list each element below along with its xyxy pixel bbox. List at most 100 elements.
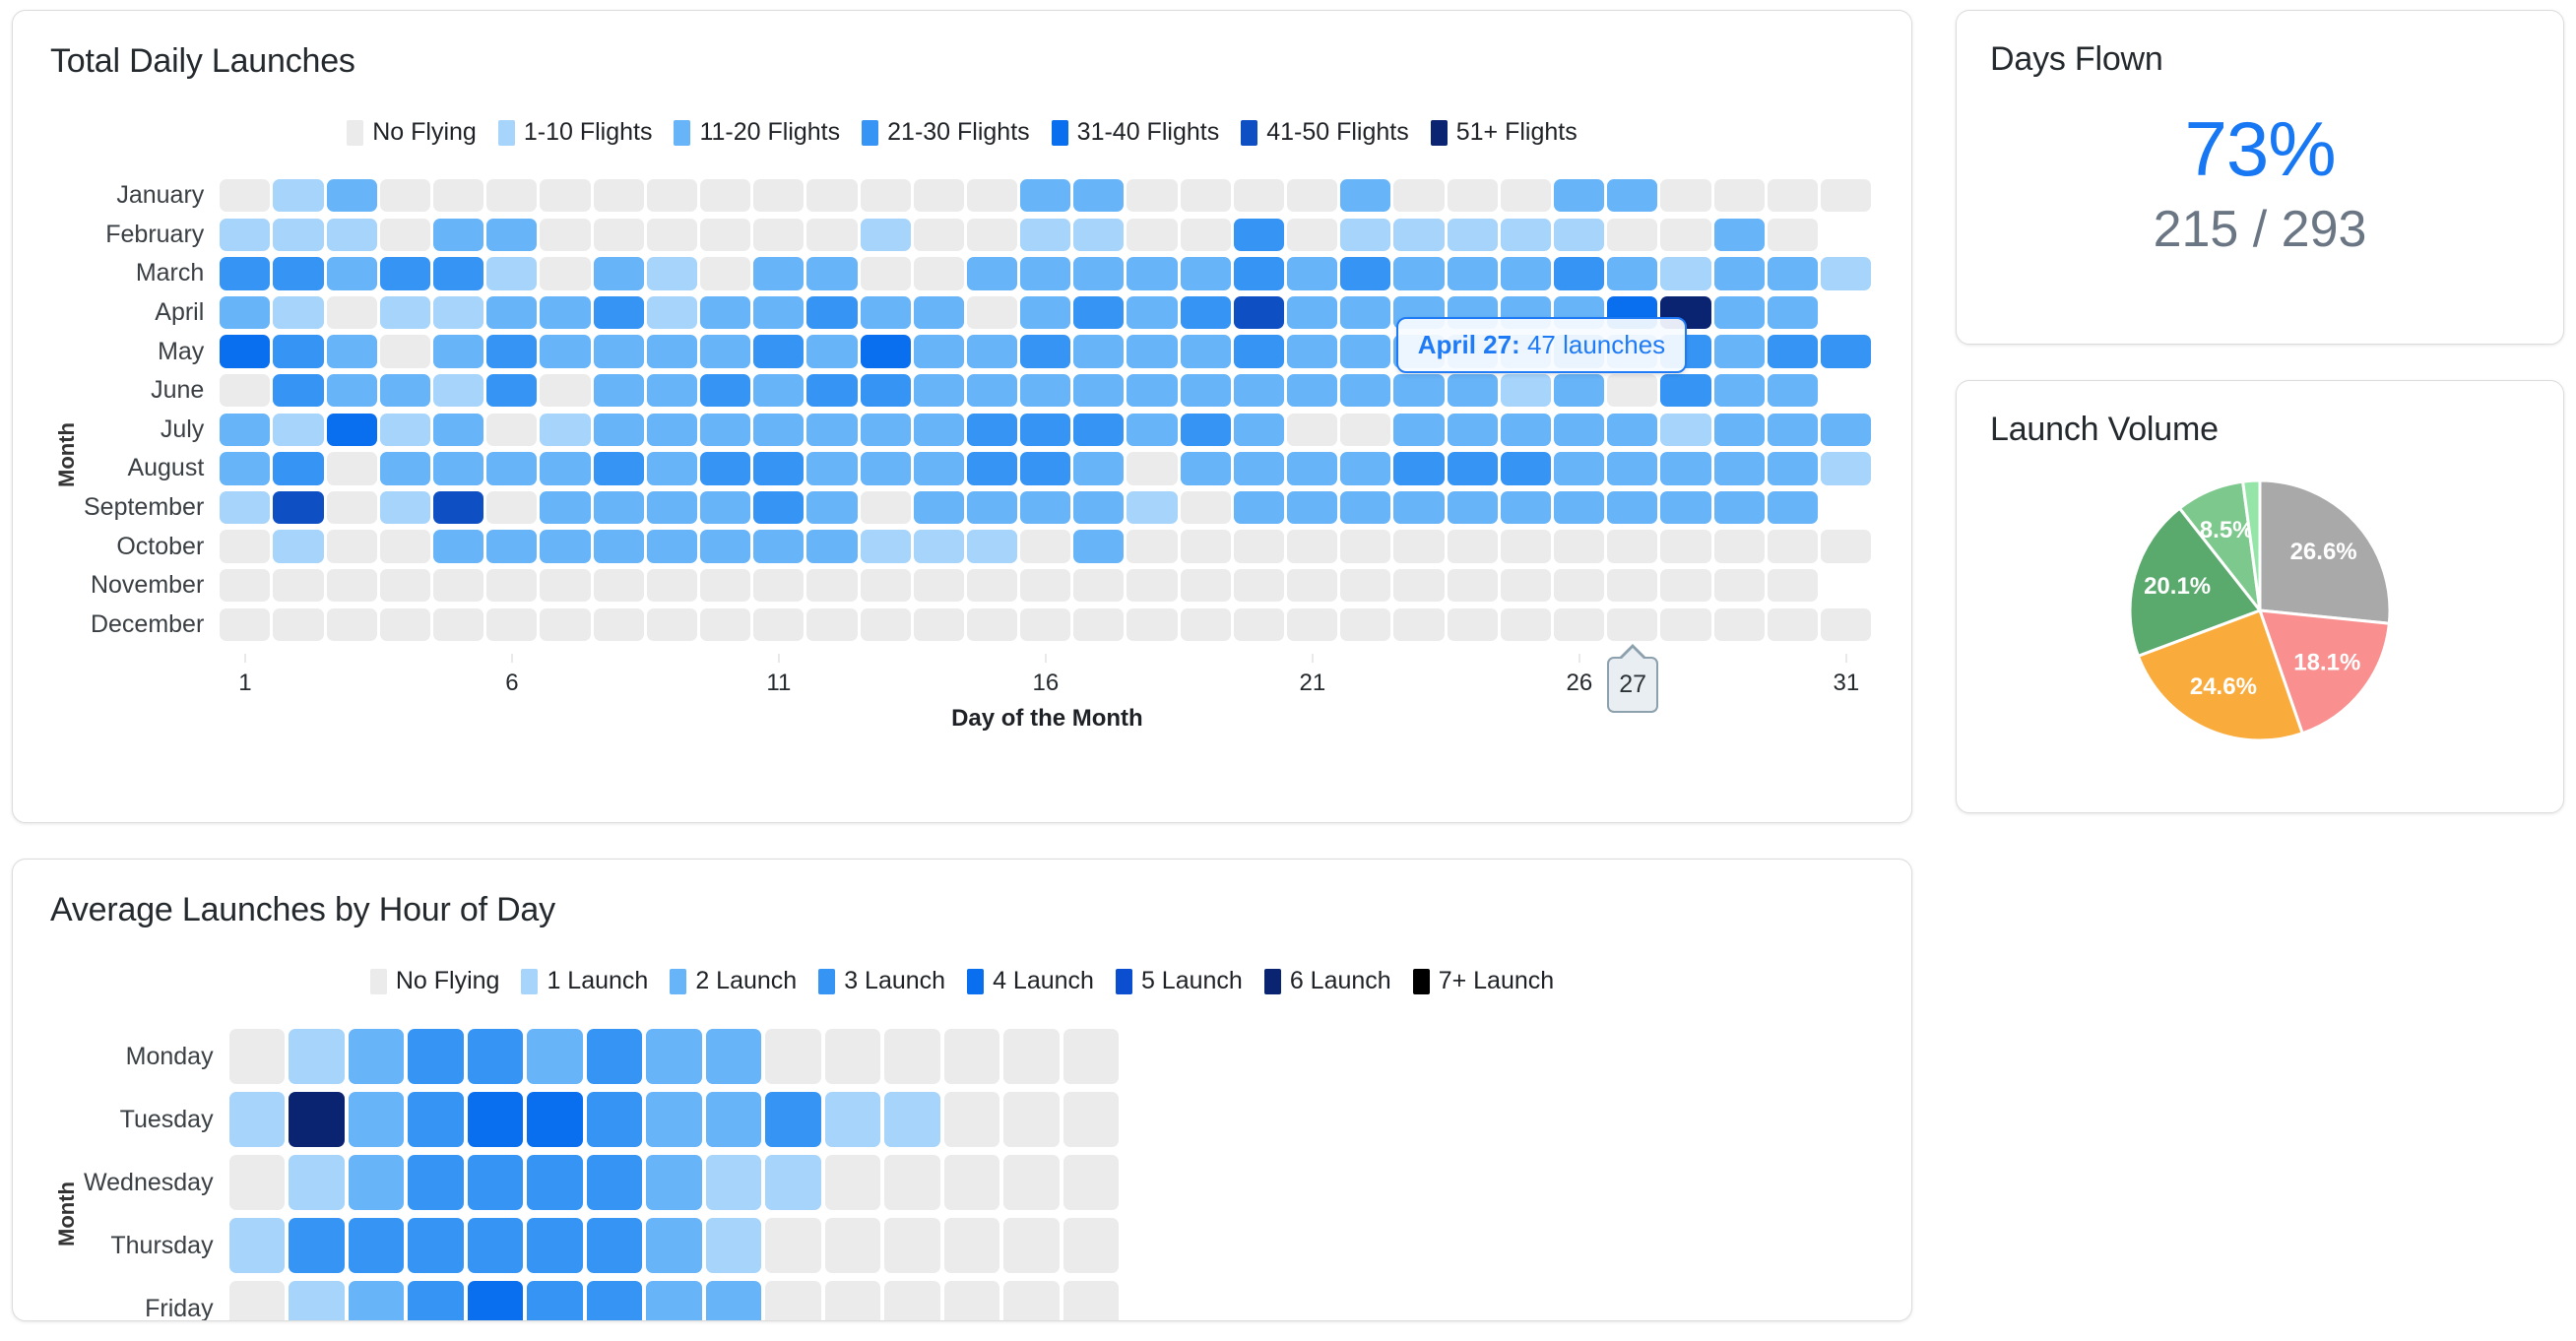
heatmap-cell[interactable] <box>467 1155 524 1210</box>
heatmap-cell[interactable] <box>806 607 858 642</box>
heatmap-cell[interactable] <box>1127 257 1178 290</box>
heatmap-cell[interactable] <box>646 218 697 252</box>
heatmap-cell[interactable] <box>326 530 377 563</box>
heatmap-cell[interactable] <box>220 490 271 525</box>
legend-item[interactable]: 5 Launch <box>1115 967 1243 995</box>
heatmap-cell[interactable] <box>884 1029 940 1084</box>
heatmap-cell[interactable] <box>1393 490 1445 525</box>
heatmap-cell[interactable] <box>1713 607 1765 642</box>
heatmap-cell[interactable] <box>913 257 964 290</box>
heatmap-cell[interactable] <box>273 179 324 213</box>
heatmap-cell[interactable] <box>1447 569 1498 603</box>
heatmap-cell[interactable] <box>765 1218 821 1273</box>
heatmap-cell[interactable] <box>1180 490 1231 525</box>
heatmap-cell[interactable] <box>326 335 377 368</box>
heatmap-cell[interactable] <box>943 1218 1000 1273</box>
heatmap-cell[interactable] <box>1553 413 1605 447</box>
heatmap-cell[interactable] <box>1340 374 1391 408</box>
heatmap-cell[interactable] <box>467 1092 524 1147</box>
heatmap-cell[interactable] <box>348 1281 405 1320</box>
heatmap-cell[interactable] <box>228 1218 286 1273</box>
heatmap-cell[interactable] <box>765 1092 821 1147</box>
legend-item[interactable]: 7+ Launch <box>1412 967 1554 995</box>
heatmap-cell[interactable] <box>1660 607 1711 642</box>
heatmap-cell[interactable] <box>1073 452 1125 485</box>
heatmap-cell[interactable] <box>646 1281 702 1320</box>
heatmap-cell[interactable] <box>1447 218 1498 252</box>
heatmap-cell[interactable] <box>486 257 538 290</box>
heatmap-cell[interactable] <box>1607 569 1658 603</box>
heatmap-cell[interactable] <box>1500 490 1551 525</box>
heatmap-cell[interactable] <box>966 530 1018 563</box>
heatmap-cell[interactable] <box>1553 374 1605 408</box>
heatmap-cell[interactable] <box>433 179 484 213</box>
legend-item[interactable]: 31-40 Flights <box>1051 118 1219 147</box>
launch-volume-pie[interactable]: 26.6% 18.1% 24.6% 20.1% 8.5% <box>1990 463 2530 758</box>
heatmap-cell[interactable] <box>1073 374 1125 408</box>
heatmap-cell[interactable] <box>860 607 911 642</box>
heatmap-cell[interactable] <box>1020 218 1071 252</box>
heatmap-cell[interactable] <box>1073 413 1125 447</box>
heatmap-cell[interactable] <box>1607 413 1658 447</box>
heatmap-cell[interactable] <box>1127 569 1178 603</box>
daily-heatmap-grid[interactable] <box>220 176 1874 644</box>
heatmap-cell[interactable] <box>646 1092 702 1147</box>
legend-item[interactable]: 1-10 Flights <box>497 118 652 147</box>
heatmap-cell[interactable] <box>486 490 538 525</box>
heatmap-cell[interactable] <box>1447 530 1498 563</box>
heatmap-cell[interactable] <box>540 607 591 642</box>
heatmap-cell[interactable] <box>540 530 591 563</box>
heatmap-cell[interactable] <box>326 257 377 290</box>
heatmap-cell[interactable] <box>273 490 324 525</box>
legend-item[interactable]: 6 Launch <box>1263 967 1391 995</box>
heatmap-cell[interactable] <box>433 295 484 330</box>
heatmap-cell[interactable] <box>966 295 1018 330</box>
heatmap-cell[interactable] <box>1660 530 1711 563</box>
heatmap-cell[interactable] <box>379 452 431 485</box>
heatmap-cell[interactable] <box>806 374 858 408</box>
heatmap-cell[interactable] <box>699 530 751 563</box>
legend-item[interactable]: 11-20 Flights <box>674 118 840 147</box>
legend-item[interactable]: 3 Launch <box>818 967 945 995</box>
heatmap-cell[interactable] <box>540 218 591 252</box>
heatmap-cell[interactable] <box>1180 179 1231 213</box>
heatmap-cell[interactable] <box>1820 607 1872 642</box>
heatmap-cell[interactable] <box>379 530 431 563</box>
heatmap-cell[interactable] <box>913 295 964 330</box>
heatmap-cell[interactable] <box>1393 569 1445 603</box>
heatmap-cell[interactable] <box>593 374 644 408</box>
heatmap-cell[interactable] <box>806 490 858 525</box>
heatmap-cell[interactable] <box>1393 374 1445 408</box>
heatmap-cell[interactable] <box>913 374 964 408</box>
heatmap-cell[interactable] <box>228 1281 286 1320</box>
heatmap-cell[interactable] <box>1713 218 1765 252</box>
heatmap-cell[interactable] <box>1073 335 1125 368</box>
heatmap-cell[interactable] <box>1607 179 1658 213</box>
heatmap-cell[interactable] <box>806 218 858 252</box>
heatmap-cell[interactable] <box>540 490 591 525</box>
heatmap-cell[interactable] <box>486 607 538 642</box>
heatmap-cell[interactable] <box>1713 413 1765 447</box>
heatmap-cell[interactable] <box>433 607 484 642</box>
heatmap-cell[interactable] <box>943 1155 1000 1210</box>
heatmap-cell[interactable] <box>943 1092 1000 1147</box>
heatmap-cell[interactable] <box>1500 218 1551 252</box>
heatmap-cell[interactable] <box>593 218 644 252</box>
heatmap-cell[interactable] <box>1767 335 1818 368</box>
heatmap-cell[interactable] <box>1553 179 1605 213</box>
heatmap-cell[interactable] <box>593 452 644 485</box>
heatmap-cell[interactable] <box>646 569 697 603</box>
heatmap-cell[interactable] <box>646 295 697 330</box>
heatmap-cell[interactable] <box>1287 569 1338 603</box>
heatmap-cell[interactable] <box>379 607 431 642</box>
heatmap-cell[interactable] <box>273 569 324 603</box>
heatmap-cell[interactable] <box>220 218 271 252</box>
legend-item[interactable]: 21-30 Flights <box>862 118 1030 147</box>
heatmap-cell[interactable] <box>860 374 911 408</box>
heatmap-cell[interactable] <box>220 452 271 485</box>
heatmap-cell[interactable] <box>1003 1155 1060 1210</box>
heatmap-cell[interactable] <box>1500 257 1551 290</box>
heatmap-cell[interactable] <box>433 569 484 603</box>
heatmap-cell[interactable] <box>220 413 271 447</box>
heatmap-cell[interactable] <box>966 452 1018 485</box>
